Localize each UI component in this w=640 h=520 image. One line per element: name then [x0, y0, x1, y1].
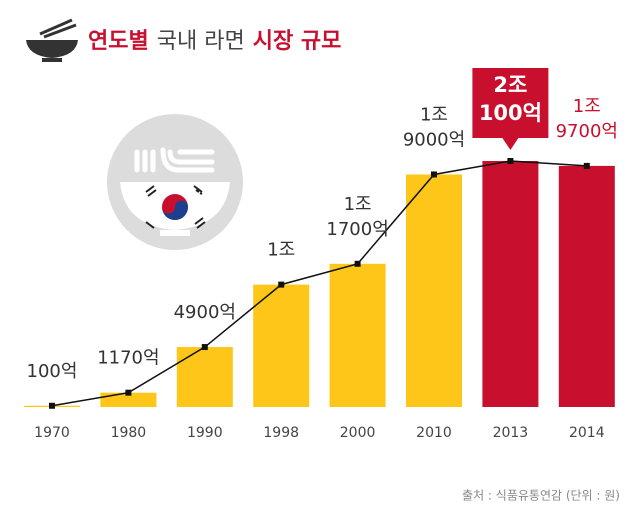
title-icon [26, 18, 78, 62]
title-part: 시장 규모 [253, 29, 342, 54]
line-marker [507, 158, 514, 164]
data-label: 4900억 [174, 302, 236, 323]
data-label: 1조 [267, 240, 295, 261]
line-marker [201, 344, 208, 351]
data-label: 100억 [27, 361, 78, 382]
title-part: 국내 라면 [157, 29, 245, 54]
data-label: 9000억 [403, 129, 465, 150]
chart-title: 연도별 국내 라면 시장 규모 [88, 29, 341, 54]
bar [176, 347, 233, 407]
x-tick-label: 2013 [493, 425, 529, 441]
line-marker [583, 162, 590, 169]
data-label: 1170억 [97, 348, 159, 369]
x-tick-label: 2000 [340, 425, 376, 441]
x-tick-label: 1970 [34, 425, 70, 441]
data-label: 1조 [573, 96, 601, 117]
line-marker [354, 260, 361, 267]
line-marker [125, 389, 132, 396]
x-tick-label: 1998 [263, 425, 299, 441]
trend-line [51, 160, 587, 407]
data-label: 2조 [493, 73, 527, 97]
bar [100, 392, 157, 407]
ramen-icon [107, 114, 243, 250]
title-part: 연도별 [88, 29, 149, 54]
x-tick-label: 2010 [416, 425, 452, 441]
bar [482, 161, 539, 407]
label-callout [472, 68, 549, 150]
x-tick-label: 1980 [111, 425, 147, 441]
data-label: 1조 [344, 194, 372, 215]
source-note: 출처 : 식품유통연감 (단위 : 원) [462, 489, 620, 503]
data-label: 9700억 [556, 121, 618, 142]
line-marker [278, 281, 285, 288]
data-label: 1700억 [326, 219, 388, 240]
x-tick-label: 1990 [187, 425, 223, 441]
line-marker [49, 402, 55, 409]
bar [253, 284, 310, 407]
x-tick-label: 2014 [569, 425, 605, 441]
data-label: 100억 [479, 101, 542, 125]
bar [558, 165, 615, 407]
data-label: 1조 [420, 104, 448, 125]
bar [329, 263, 386, 407]
line-marker [431, 171, 437, 178]
bar [406, 174, 462, 407]
